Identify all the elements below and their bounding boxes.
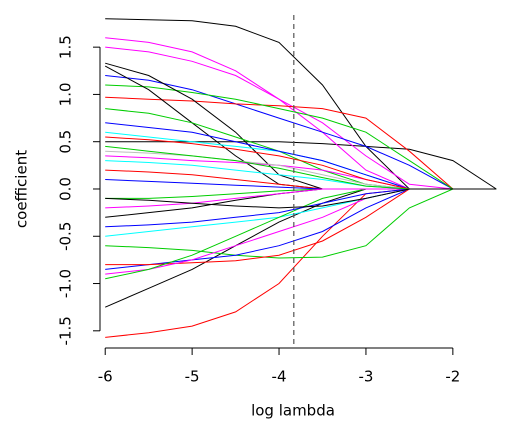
x-tick-label: -4	[272, 368, 287, 386]
y-tick-label: -1.0	[57, 269, 75, 298]
y-axis-label: coefficient	[13, 150, 31, 228]
y-tick-label: 1.0	[57, 82, 75, 106]
x-axis-label: log lambda	[251, 402, 335, 420]
coef-path	[105, 188, 497, 280]
y-tick-label: 1.5	[57, 35, 75, 59]
y-tick-label: -1.5	[57, 316, 75, 345]
coef-path	[105, 188, 497, 199]
x-tick-label: -6	[98, 368, 113, 386]
coef-path	[105, 188, 497, 266]
coef-path	[105, 188, 497, 228]
coef-path	[105, 160, 497, 190]
coef-path	[105, 46, 497, 190]
coef-path	[104, 65, 497, 190]
coef-path	[105, 188, 497, 209]
coef-path	[105, 188, 497, 209]
y-tick-label: 0.0	[57, 177, 75, 201]
coef-path	[105, 188, 497, 259]
coef-path	[105, 96, 497, 190]
coef-path	[105, 84, 497, 190]
x-tick-label: -5	[185, 368, 200, 386]
coef-path	[105, 75, 497, 190]
y-tick-label: 0.5	[57, 130, 75, 154]
x-tick-label: -3	[358, 368, 373, 386]
y-tick-label: -0.5	[57, 222, 75, 251]
x-tick-label: -2	[445, 368, 460, 386]
